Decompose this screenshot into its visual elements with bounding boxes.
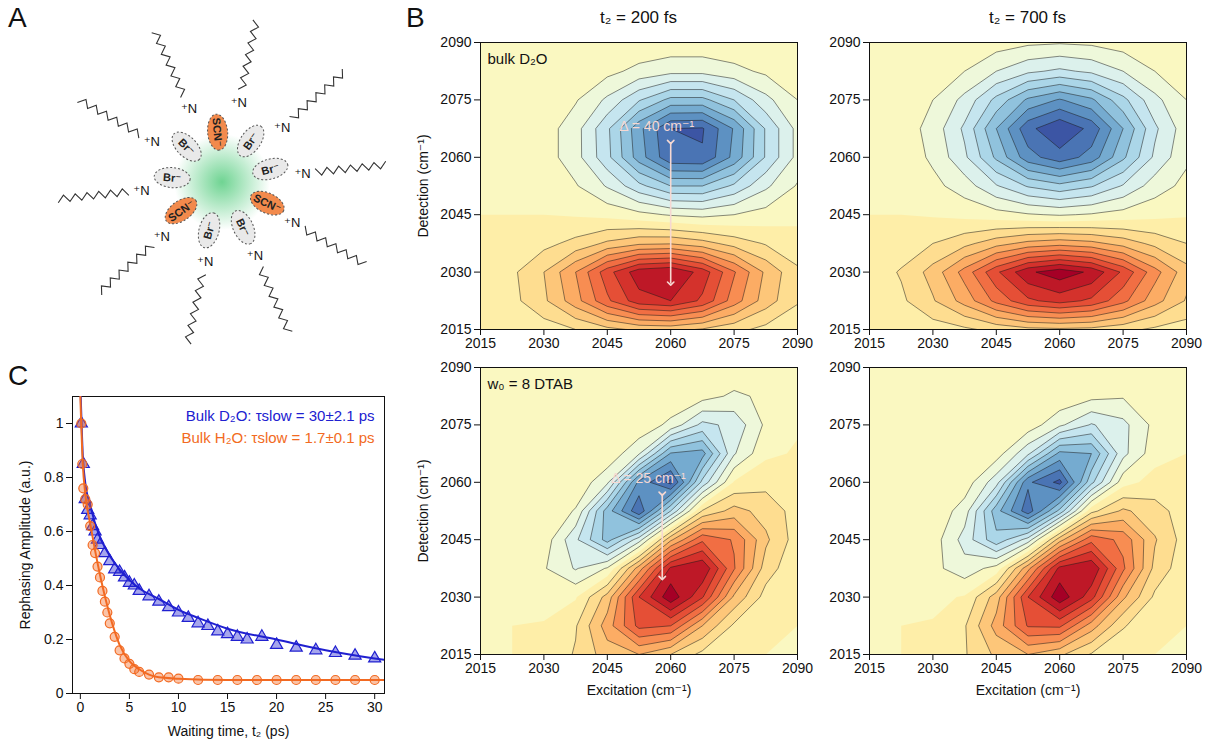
svg-text:2045: 2045 <box>829 531 860 547</box>
svg-text:20: 20 <box>269 699 285 715</box>
svg-text:⁺N: ⁺N <box>197 254 213 269</box>
svg-text:Waiting time, t₂ (ps): Waiting time, t₂ (ps) <box>168 723 290 739</box>
svg-text:2060: 2060 <box>1044 335 1075 351</box>
svg-text:2060: 2060 <box>1044 660 1075 676</box>
html-text:t₂ = 200 fs: t₂ = 200 fs <box>600 8 677 27</box>
svg-text:1: 1 <box>56 415 64 431</box>
svg-text:Bulk H₂O: τslow = 1.7±0.1 ps: Bulk H₂O: τslow = 1.7±0.1 ps <box>182 429 375 446</box>
svg-text:2030: 2030 <box>440 264 471 280</box>
svg-text:Δ = 25 cm⁻¹: Δ = 25 cm⁻¹ <box>611 470 686 486</box>
html-text:B: B <box>406 2 425 33</box>
svg-text:⁺N: ⁺N <box>133 183 149 198</box>
svg-text:0: 0 <box>56 685 64 701</box>
svg-text:Δ = 40 cm⁻¹: Δ = 40 cm⁻¹ <box>619 118 694 134</box>
html-text:t₂ = 700 fs: t₂ = 700 fs <box>989 8 1066 27</box>
svg-text:Br⁻: Br⁻ <box>260 161 281 177</box>
svg-text:2075: 2075 <box>719 660 750 676</box>
svg-text:2045: 2045 <box>829 206 860 222</box>
svg-text:2015: 2015 <box>854 335 885 351</box>
svg-text:0.6: 0.6 <box>44 523 64 539</box>
svg-text:25: 25 <box>318 699 334 715</box>
svg-text:0.2: 0.2 <box>44 631 64 647</box>
svg-text:⁺N: ⁺N <box>231 95 247 110</box>
svg-text:⁺N: ⁺N <box>181 101 197 116</box>
svg-text:0.4: 0.4 <box>44 577 64 593</box>
svg-text:SCN⁻: SCN⁻ <box>210 117 225 147</box>
svg-text:Excitation (cm⁻¹): Excitation (cm⁻¹) <box>587 682 692 698</box>
svg-text:2030: 2030 <box>528 335 559 351</box>
svg-text:2075: 2075 <box>829 91 860 107</box>
svg-text:Excitation (cm⁻¹): Excitation (cm⁻¹) <box>976 682 1081 698</box>
svg-text:2075: 2075 <box>1108 335 1139 351</box>
svg-text:2045: 2045 <box>440 531 471 547</box>
svg-text:2060: 2060 <box>655 335 686 351</box>
svg-text:SCN⁻: SCN⁻ <box>252 192 284 215</box>
svg-text:Br⁻: Br⁻ <box>234 217 253 239</box>
svg-text:2015: 2015 <box>829 646 861 662</box>
svg-text:2045: 2045 <box>440 206 471 222</box>
svg-text:2045: 2045 <box>981 660 1012 676</box>
svg-text:⁺N: ⁺N <box>274 120 290 135</box>
svg-text:Detection (cm⁻¹): Detection (cm⁻¹) <box>415 459 431 562</box>
svg-text:2015: 2015 <box>465 335 496 351</box>
svg-text:2090: 2090 <box>440 34 471 50</box>
svg-text:⁺N: ⁺N <box>247 248 263 263</box>
svg-text:2030: 2030 <box>829 264 860 280</box>
svg-text:2090: 2090 <box>1171 660 1202 676</box>
svg-text:⁺N: ⁺N <box>144 134 160 149</box>
svg-text:2030: 2030 <box>917 660 948 676</box>
html-text:A: A <box>8 2 27 33</box>
svg-text:2030: 2030 <box>528 660 559 676</box>
svg-text:2090: 2090 <box>1171 335 1202 351</box>
svg-text:Rephasing Amplitude (a.u.): Rephasing Amplitude (a.u.) <box>17 461 33 630</box>
svg-text:2060: 2060 <box>655 660 686 676</box>
svg-text:Detection (cm⁻¹): Detection (cm⁻¹) <box>415 134 431 237</box>
svg-text:2075: 2075 <box>719 335 750 351</box>
svg-text:bulk D₂O: bulk D₂O <box>488 50 548 67</box>
svg-text:2090: 2090 <box>440 359 471 375</box>
svg-text:w₀ = 8 DTAB: w₀ = 8 DTAB <box>487 375 574 392</box>
svg-text:5: 5 <box>126 699 134 715</box>
svg-text:2015: 2015 <box>854 660 885 676</box>
svg-text:2015: 2015 <box>465 660 496 676</box>
svg-text:Br⁻: Br⁻ <box>201 220 217 241</box>
svg-text:2045: 2045 <box>592 660 623 676</box>
svg-text:2060: 2060 <box>440 474 471 490</box>
svg-text:2015: 2015 <box>440 321 472 337</box>
svg-text:2015: 2015 <box>440 646 472 662</box>
svg-text:Br⁻: Br⁻ <box>241 130 261 152</box>
svg-text:⁺N: ⁺N <box>284 215 300 230</box>
svg-text:2030: 2030 <box>440 589 471 605</box>
svg-text:2060: 2060 <box>440 149 471 165</box>
svg-text:2015: 2015 <box>829 321 861 337</box>
svg-text:15: 15 <box>220 699 236 715</box>
svg-text:2090: 2090 <box>782 660 813 676</box>
svg-text:⁺N: ⁺N <box>294 166 310 181</box>
svg-text:2075: 2075 <box>829 416 860 432</box>
svg-text:2045: 2045 <box>592 335 623 351</box>
svg-text:2030: 2030 <box>829 589 860 605</box>
svg-text:0: 0 <box>76 699 84 715</box>
svg-text:2090: 2090 <box>782 335 813 351</box>
svg-text:30: 30 <box>367 699 383 715</box>
svg-text:Bulk D₂O: τslow = 30±2.1 ps: Bulk D₂O: τslow = 30±2.1 ps <box>186 407 375 424</box>
svg-text:0.8: 0.8 <box>44 469 64 485</box>
svg-text:10: 10 <box>171 699 187 715</box>
svg-text:⁺N: ⁺N <box>154 229 170 244</box>
svg-text:2030: 2030 <box>917 335 948 351</box>
svg-text:2045: 2045 <box>981 335 1012 351</box>
svg-text:2075: 2075 <box>1108 660 1139 676</box>
html-text:C: C <box>8 360 29 391</box>
svg-text:2060: 2060 <box>829 149 860 165</box>
svg-text:SCN⁻: SCN⁻ <box>166 197 197 224</box>
svg-text:2075: 2075 <box>440 91 471 107</box>
svg-text:2075: 2075 <box>440 416 471 432</box>
svg-text:2060: 2060 <box>829 474 860 490</box>
svg-text:Br⁻: Br⁻ <box>163 171 182 185</box>
svg-text:2090: 2090 <box>829 359 860 375</box>
svg-text:Br⁻: Br⁻ <box>176 136 197 157</box>
svg-text:2090: 2090 <box>829 34 860 50</box>
